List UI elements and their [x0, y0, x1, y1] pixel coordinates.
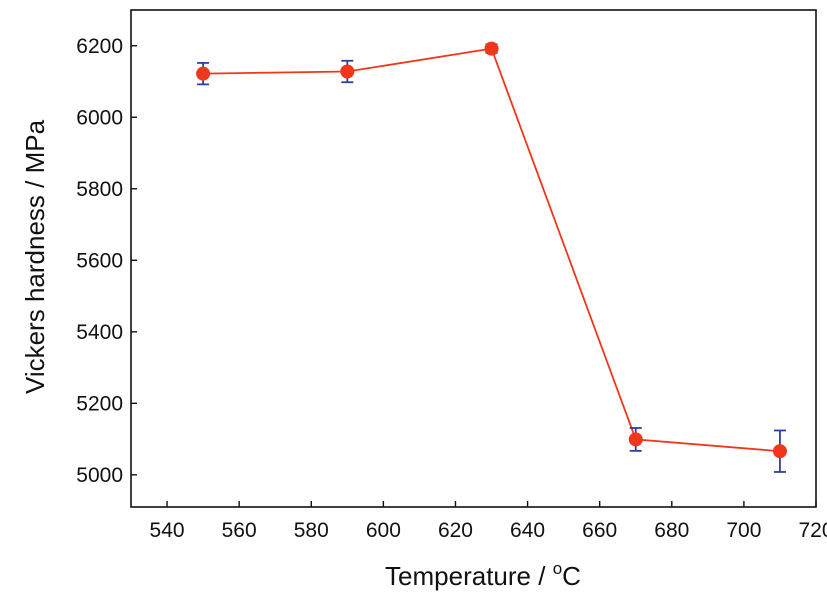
y-axis-label: Vickers hardness / MPa: [20, 119, 50, 394]
x-tick-label: 540: [150, 519, 185, 542]
y-axis-ticks: 5000 5200 5400 5600 5800 6000 6200: [76, 35, 137, 487]
x-tick-label: 560: [222, 519, 257, 542]
y-tick-label: 5800: [76, 178, 123, 201]
x-tick-label: 640: [510, 519, 545, 542]
plot-frame: [130, 9, 817, 508]
x-axis-label: Temperature / oC: [385, 559, 581, 591]
data-point: [772, 444, 787, 459]
data-point: [196, 66, 211, 81]
y-tick-label: 5200: [76, 392, 123, 415]
x-tick-label: 600: [366, 519, 401, 542]
series-line: [203, 47, 781, 453]
x-tick-label: 660: [582, 519, 617, 542]
y-tick-label: 5000: [76, 464, 123, 487]
x-tick-label: 620: [438, 519, 473, 542]
x-tick-label: 680: [654, 519, 689, 542]
data-point: [484, 41, 499, 56]
y-tick-label: 5600: [76, 249, 123, 272]
y-tick-label: 5400: [76, 321, 123, 344]
data-point: [340, 64, 355, 79]
y-tick-label: 6000: [76, 106, 123, 129]
x-tick-label: 700: [726, 519, 761, 542]
series-layer: [196, 41, 787, 473]
data-point: [628, 432, 643, 447]
x-axis-ticks: 540 560 580 600 620 640 660 680 700 720: [150, 501, 827, 542]
x-tick-label: 580: [294, 519, 329, 542]
y-tick-label: 6200: [76, 35, 123, 58]
x-tick-label: 720: [798, 519, 827, 542]
